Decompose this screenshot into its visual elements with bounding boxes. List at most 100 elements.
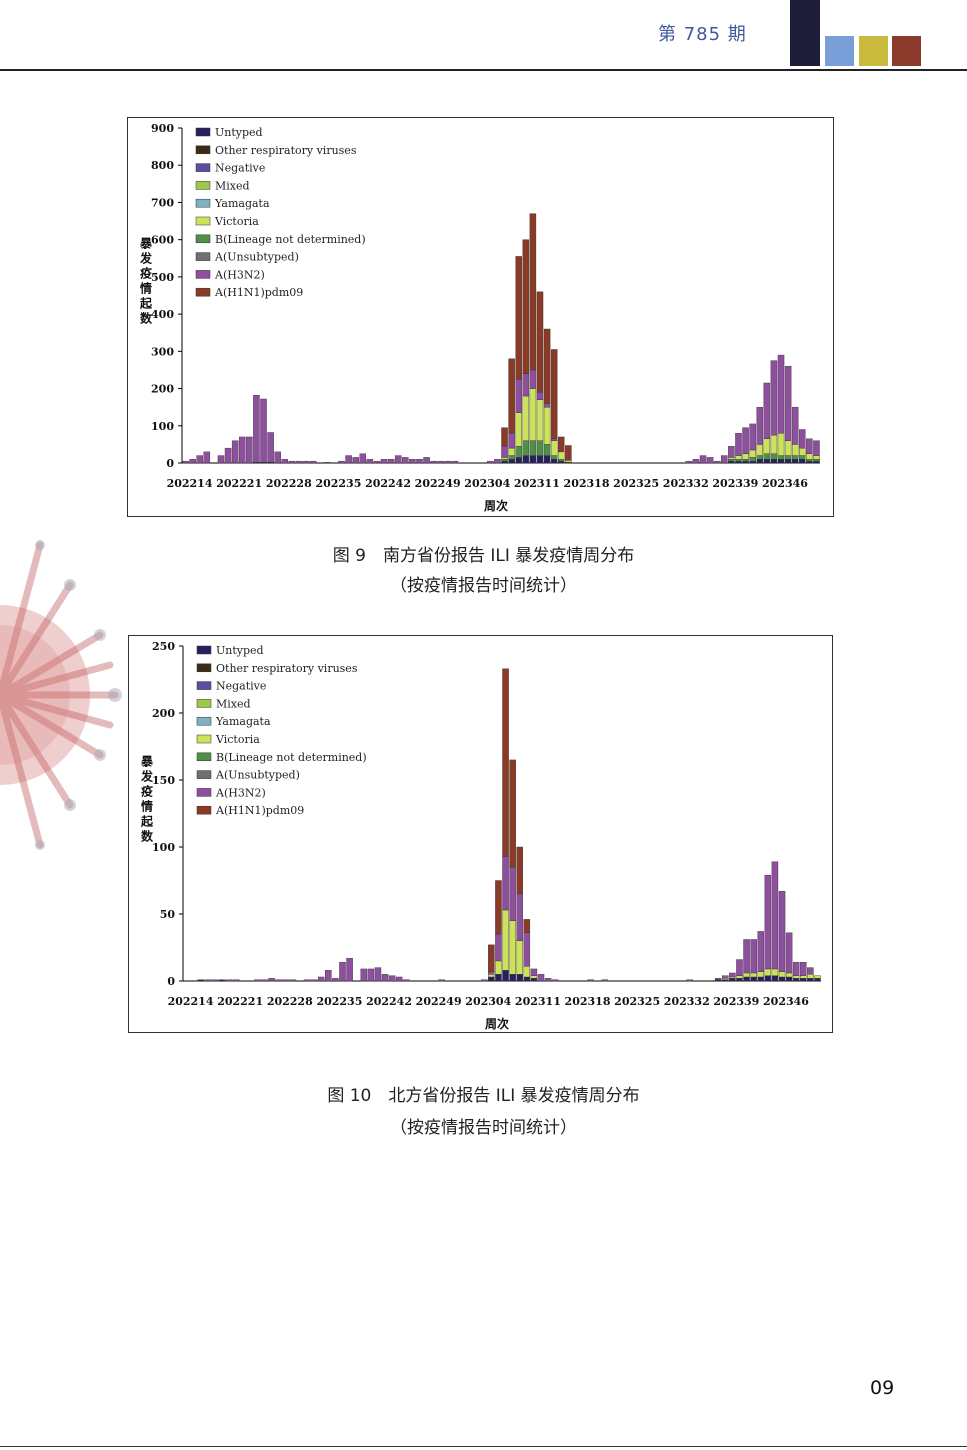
bar-segment bbox=[565, 460, 572, 463]
bar-segment bbox=[770, 434, 778, 454]
bar-segment bbox=[502, 668, 509, 857]
bar-segment bbox=[749, 449, 756, 458]
bar-segment bbox=[530, 978, 538, 982]
bar-segment bbox=[764, 975, 772, 982]
y-tick-label: 800 bbox=[151, 159, 174, 172]
bar-segment bbox=[742, 453, 749, 460]
bar-segment bbox=[522, 373, 530, 397]
x-axis-label: 周次 bbox=[484, 498, 508, 513]
bar-segment bbox=[770, 453, 778, 460]
bar-segment bbox=[522, 440, 530, 456]
x-tick-label: 202249 bbox=[415, 477, 461, 490]
bar-segment bbox=[317, 976, 325, 982]
bar-segment bbox=[764, 874, 772, 970]
bar-segment bbox=[530, 975, 538, 979]
bar-segment bbox=[722, 975, 729, 979]
x-tick-label: 202214 bbox=[167, 477, 213, 490]
bar-segment bbox=[757, 971, 764, 978]
bar-segment bbox=[757, 976, 764, 982]
bar-segment bbox=[713, 460, 721, 464]
header-block-blue bbox=[825, 36, 854, 66]
legend-swatch bbox=[196, 770, 212, 779]
bar-segment bbox=[268, 978, 275, 982]
header-rule bbox=[0, 69, 967, 71]
legend-swatch bbox=[196, 645, 212, 655]
x-tick-label: 202325 bbox=[614, 995, 660, 1008]
bar-segment bbox=[807, 967, 814, 975]
x-tick-label: 202339 bbox=[712, 477, 758, 490]
bar-segment bbox=[770, 459, 778, 464]
bar-segment bbox=[501, 459, 508, 462]
legend-swatch bbox=[195, 198, 211, 208]
bar-segment bbox=[743, 976, 750, 982]
bar-segment bbox=[757, 931, 764, 972]
bar-segment bbox=[282, 979, 290, 982]
bar-segment bbox=[806, 460, 813, 464]
bar-segment bbox=[395, 976, 403, 982]
bar-segment bbox=[346, 958, 353, 982]
bar-segment bbox=[800, 962, 807, 976]
bar-segment bbox=[502, 909, 509, 971]
bar-segment bbox=[806, 453, 813, 460]
legend-label: A(H3N2) bbox=[214, 268, 265, 281]
x-tick-label: 202221 bbox=[216, 477, 262, 490]
bar-segment bbox=[254, 979, 261, 982]
x-tick-label: 202332 bbox=[663, 477, 709, 490]
bar-segment bbox=[239, 436, 246, 464]
bar-segment bbox=[302, 460, 310, 464]
bar-segment bbox=[763, 382, 771, 440]
bar-segment bbox=[523, 919, 531, 933]
bar-segment bbox=[494, 459, 501, 464]
bar-segment bbox=[543, 406, 551, 445]
bar-segment bbox=[777, 433, 785, 456]
legend-swatch bbox=[195, 145, 211, 155]
bar-segment bbox=[785, 976, 793, 982]
bar-segment bbox=[814, 978, 821, 982]
bar-segment bbox=[756, 459, 763, 464]
bar-segment bbox=[502, 970, 509, 982]
bar-segment bbox=[515, 446, 522, 458]
bar-segment bbox=[685, 460, 693, 464]
y-tick-label: 600 bbox=[151, 234, 174, 247]
bar-segment bbox=[509, 759, 516, 868]
bar-segment bbox=[260, 398, 267, 463]
legend-swatch bbox=[196, 734, 212, 744]
bar-segment bbox=[784, 455, 792, 460]
legend-swatch bbox=[195, 287, 211, 297]
bar-segment bbox=[495, 974, 502, 982]
bar-segment bbox=[488, 944, 495, 972]
bar-segment bbox=[488, 976, 495, 982]
bar-segment bbox=[763, 438, 771, 454]
bar-segment bbox=[339, 962, 346, 982]
bar-segment bbox=[231, 440, 239, 464]
bar-segment bbox=[430, 460, 437, 464]
legend-swatch bbox=[196, 681, 212, 690]
bar-segment bbox=[735, 455, 742, 460]
x-tick-label: 202339 bbox=[713, 995, 759, 1008]
bar-segment bbox=[813, 460, 820, 464]
bar-segment bbox=[451, 460, 459, 464]
bar-segment bbox=[536, 291, 544, 393]
bar-segment bbox=[763, 459, 771, 464]
bar-segment bbox=[261, 979, 268, 982]
bar-segment bbox=[537, 974, 545, 982]
y-tick-label: 0 bbox=[166, 457, 174, 470]
bar-segment bbox=[791, 406, 799, 445]
bar-segment bbox=[536, 399, 544, 441]
bar-segment bbox=[550, 459, 558, 464]
bar-segment bbox=[743, 972, 750, 978]
x-tick-label: 202346 bbox=[762, 477, 808, 490]
x-tick-label: 202318 bbox=[565, 995, 611, 1008]
legend-swatch bbox=[195, 163, 211, 172]
x-tick-label: 202214 bbox=[168, 995, 214, 1008]
bar-segment bbox=[501, 460, 508, 464]
bar-segment bbox=[523, 976, 531, 982]
bar-segment bbox=[508, 433, 515, 449]
bar-segment bbox=[749, 457, 756, 462]
legend-label: B(Lineage not determined) bbox=[215, 233, 366, 246]
x-tick-label: 202242 bbox=[366, 995, 412, 1008]
bar-segment bbox=[196, 455, 203, 464]
header-block-yellow bbox=[859, 36, 888, 66]
bar-segment bbox=[522, 455, 530, 464]
bar-segment bbox=[367, 968, 375, 982]
